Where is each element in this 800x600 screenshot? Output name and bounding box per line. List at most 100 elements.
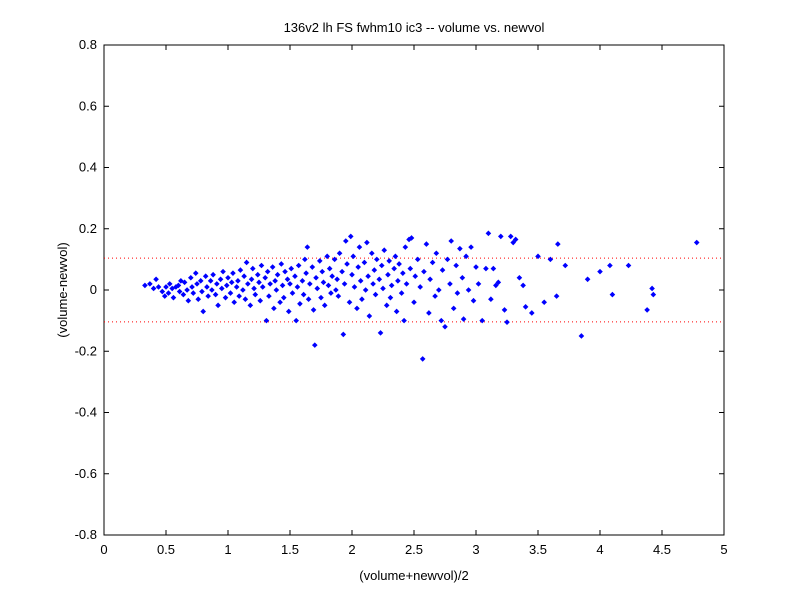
- data-point: [274, 271, 281, 278]
- data-point: [264, 268, 271, 275]
- data-point: [454, 290, 461, 296]
- data-point: [295, 262, 302, 269]
- data-point: [313, 274, 319, 281]
- y-tick-label: 0.8: [79, 37, 97, 52]
- data-point: [288, 265, 295, 272]
- x-tick-label: 1.5: [281, 542, 299, 557]
- data-point: [387, 294, 394, 301]
- data-point: [314, 285, 321, 292]
- data-point: [460, 316, 467, 322]
- data-point: [302, 256, 308, 263]
- x-tick-label: 5: [720, 542, 727, 557]
- data-point: [199, 288, 205, 295]
- data-point: [344, 261, 350, 267]
- data-point: [421, 268, 427, 275]
- data-point: [402, 244, 409, 250]
- data-point: [318, 294, 324, 301]
- data-point: [294, 284, 301, 290]
- data-point: [483, 265, 489, 272]
- data-point: [262, 274, 268, 281]
- data-point: [381, 247, 388, 253]
- data-point: [347, 233, 354, 240]
- data-point: [176, 288, 183, 295]
- data-point: [240, 287, 246, 293]
- data-point: [436, 287, 442, 293]
- data-point: [310, 307, 317, 313]
- data-point: [644, 307, 650, 313]
- data-point: [303, 270, 309, 276]
- data-point: [520, 282, 526, 289]
- data-point: [153, 276, 159, 283]
- data-point: [465, 287, 472, 293]
- data-point: [383, 302, 390, 309]
- data-point: [391, 265, 397, 272]
- data-point: [170, 294, 177, 301]
- data-point: [256, 279, 262, 286]
- data-point: [222, 294, 229, 301]
- data-point: [321, 302, 328, 309]
- data-point: [408, 235, 415, 241]
- data-point: [207, 278, 214, 284]
- data-point: [369, 250, 375, 257]
- data-point: [184, 287, 190, 293]
- data-point: [516, 274, 523, 281]
- data-point: [228, 279, 235, 286]
- data-point: [400, 270, 406, 276]
- data-point: [376, 276, 383, 283]
- data-points: [142, 230, 700, 362]
- x-tick-label: 4: [596, 542, 603, 557]
- data-point: [423, 241, 430, 247]
- data-point: [597, 268, 603, 275]
- data-point: [403, 281, 410, 287]
- data-point: [243, 259, 250, 266]
- data-point: [457, 245, 463, 252]
- x-tick-label: 3: [472, 542, 479, 557]
- data-point: [417, 284, 423, 290]
- data-point: [180, 291, 187, 298]
- data-point: [392, 253, 399, 260]
- data-point: [161, 293, 168, 299]
- data-point: [407, 265, 414, 272]
- data-point: [242, 296, 249, 302]
- data-point: [346, 299, 353, 306]
- data-point: [220, 268, 226, 275]
- data-point: [266, 293, 272, 299]
- data-point: [386, 258, 392, 264]
- data-point: [173, 284, 179, 290]
- reference-lines: [104, 257, 724, 323]
- data-point: [233, 284, 240, 290]
- data-point: [355, 264, 361, 270]
- data-point: [277, 299, 283, 306]
- data-point: [279, 282, 286, 289]
- data-point: [371, 267, 378, 273]
- data-point: [473, 264, 479, 270]
- data-point: [335, 293, 342, 299]
- data-point: [285, 308, 292, 315]
- data-point: [297, 300, 303, 307]
- data-point: [475, 281, 482, 287]
- x-tick-label: 1: [224, 542, 231, 557]
- data-point: [223, 282, 230, 289]
- data-point: [378, 262, 385, 269]
- data-point: [329, 273, 335, 280]
- data-point: [150, 285, 157, 292]
- data-point: [354, 305, 360, 312]
- y-tick-label: -0.6: [75, 466, 97, 481]
- data-point: [263, 317, 270, 324]
- data-point: [334, 276, 340, 283]
- data-point: [501, 307, 508, 313]
- data-point: [205, 293, 211, 299]
- data-point: [320, 279, 327, 286]
- x-tick-label: 3.5: [529, 542, 547, 557]
- data-point: [331, 256, 338, 263]
- data-point: [292, 273, 298, 280]
- y-tick-label: -0.2: [75, 343, 97, 358]
- data-point: [142, 282, 148, 289]
- data-point: [495, 279, 502, 286]
- data-point: [370, 281, 376, 287]
- data-point: [426, 310, 432, 316]
- y-axis-ticks: -0.8 -0.6 -0.4 -0.2 0 0.2 0.4 0.6 0.8: [75, 37, 724, 542]
- data-point: [433, 250, 440, 257]
- data-point: [411, 299, 417, 306]
- data-point: [241, 273, 247, 280]
